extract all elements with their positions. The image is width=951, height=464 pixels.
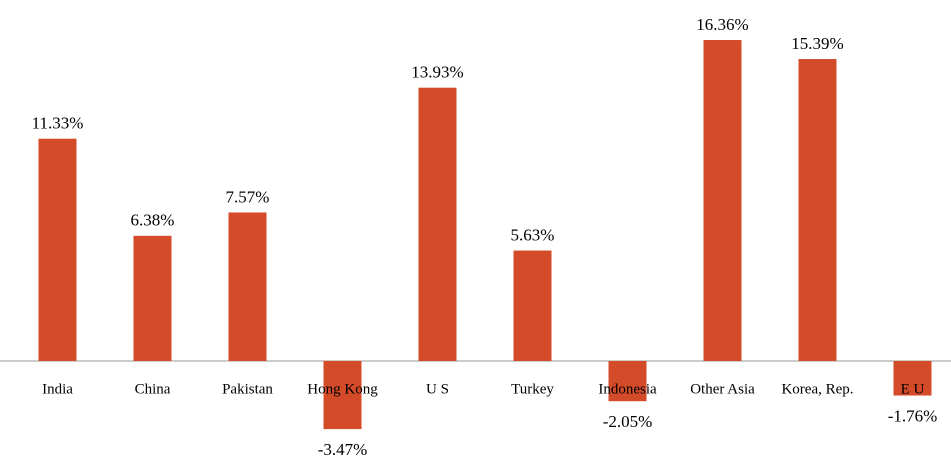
bar (133, 235, 172, 361)
data-label: 5.63% (511, 225, 555, 244)
x-tick-label: China (135, 381, 171, 397)
x-tick-label: Korea, Rep. (781, 381, 853, 397)
x-tick-label: India (42, 381, 73, 397)
x-tick-label: U S (426, 381, 449, 397)
bar (228, 212, 267, 361)
bar (703, 40, 742, 362)
x-tick-label: Pakistan (222, 381, 273, 397)
data-label: 7.57% (226, 187, 270, 206)
bar (418, 87, 457, 362)
data-label: 13.93% (411, 63, 463, 82)
data-label: -3.47% (318, 440, 368, 459)
bar (323, 361, 362, 430)
data-label: 11.33% (32, 114, 84, 133)
x-tick-label: Turkey (511, 381, 554, 397)
bar (38, 138, 77, 361)
bar (608, 361, 647, 402)
x-tick-label: E U (901, 381, 925, 397)
bar (798, 59, 837, 362)
data-label: -1.76% (888, 406, 938, 425)
data-label: 16.36% (696, 15, 748, 34)
data-label: 15.39% (791, 34, 843, 53)
data-label: -2.05% (603, 412, 653, 431)
bar (513, 250, 552, 361)
x-tick-label: Hong Kong (307, 381, 378, 397)
bar (893, 361, 932, 396)
x-tick-label: Indonesia (598, 381, 657, 397)
x-tick-label: Other Asia (690, 381, 755, 397)
data-label: 6.38% (131, 211, 175, 230)
